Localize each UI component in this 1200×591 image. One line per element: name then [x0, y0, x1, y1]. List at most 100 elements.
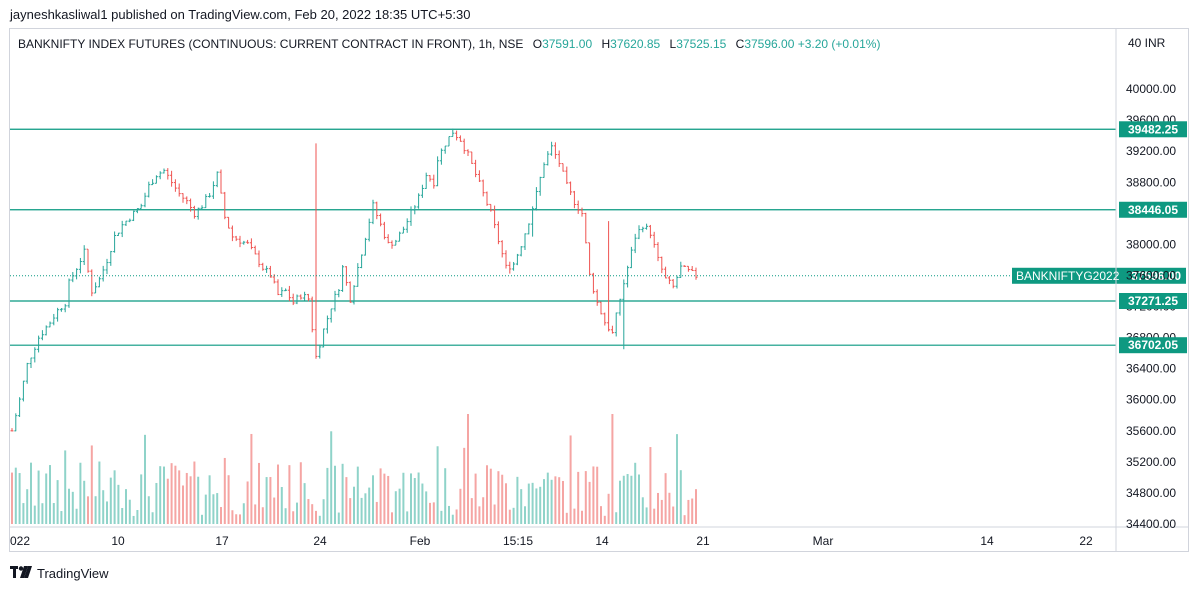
- volume-bar: [474, 473, 477, 524]
- volume-bar: [147, 496, 150, 524]
- volume-bar: [695, 489, 697, 524]
- volume-bar: [516, 476, 519, 524]
- volume-bar: [596, 466, 599, 524]
- volume-bar: [185, 472, 188, 524]
- volume-bar: [155, 482, 158, 524]
- legend-low-value: 37525.15: [676, 37, 727, 51]
- volume-bar: [307, 499, 310, 524]
- y-tick-label: 38000.00: [1126, 237, 1176, 251]
- volume-bar: [448, 505, 450, 524]
- volume-bar: [334, 465, 336, 524]
- volume-bar: [37, 470, 40, 524]
- volume-bar: [318, 515, 321, 524]
- volume-bar: [68, 488, 70, 524]
- volume-bar: [584, 471, 587, 524]
- volume-bar: [558, 477, 561, 524]
- volume-layer: [11, 414, 697, 524]
- volume-bar: [83, 480, 86, 524]
- volume-bar: [322, 499, 325, 524]
- volume-bar: [463, 447, 466, 524]
- volume-bar: [250, 433, 253, 524]
- volume-bar: [212, 494, 215, 524]
- volume-bar: [292, 511, 295, 524]
- level-price-tag: [1119, 201, 1187, 218]
- level-price-label: 38446.05: [1128, 203, 1178, 217]
- volume-bar: [170, 463, 173, 524]
- volume-bar: [326, 467, 329, 524]
- volume-bar: [14, 467, 17, 524]
- volume-bar: [125, 489, 127, 524]
- volume-bar: [577, 471, 580, 524]
- volume-bar: [49, 465, 51, 524]
- legend-high-value: 37620.85: [610, 37, 661, 51]
- volume-bar: [159, 466, 162, 524]
- volume-bar: [341, 463, 344, 524]
- volume-bar: [535, 488, 538, 524]
- x-tick-label: 022: [10, 534, 30, 548]
- volume-bar: [208, 475, 211, 524]
- volume-bar: [425, 491, 428, 524]
- volume-bar: [550, 479, 553, 524]
- volume-bar: [600, 506, 602, 524]
- volume-bar: [413, 478, 416, 524]
- x-tick-label: 14: [595, 534, 609, 548]
- volume-bar: [30, 462, 32, 524]
- volume-bar: [242, 503, 245, 524]
- volume-bar: [117, 484, 120, 524]
- x-tick-label: 21: [696, 534, 710, 548]
- published-by-text: jayneshkasliwal1 published on TradingVie…: [10, 7, 471, 22]
- volume-bar: [562, 480, 564, 524]
- volume-bar: [216, 493, 219, 524]
- volume-bar: [140, 474, 143, 524]
- volume-bar: [383, 473, 386, 524]
- chart-frame[interactable]: [9, 28, 1189, 552]
- tradingview-logo-icon: [10, 566, 32, 581]
- x-tick-label: Feb: [410, 534, 431, 548]
- level-labels-layer: 39482.25 38446.05 37271.25 36702.05: [1119, 121, 1187, 354]
- volume-bar: [603, 515, 606, 524]
- volume-bar: [261, 507, 264, 524]
- volume-bar: [387, 475, 390, 524]
- volume-bar: [56, 480, 59, 524]
- brand-name: TradingView: [37, 566, 109, 581]
- volume-bar: [113, 470, 116, 524]
- volume-bar: [520, 489, 523, 524]
- level-price-label: 37271.25: [1128, 294, 1178, 308]
- price-scale-currency[interactable]: 40 INR: [1128, 36, 1166, 50]
- volume-bar: [429, 502, 431, 524]
- volume-bar: [128, 499, 131, 524]
- volume-bar: [239, 514, 241, 524]
- volume-bar: [231, 510, 234, 524]
- volume-bar: [349, 498, 352, 524]
- volume-bar: [303, 483, 306, 524]
- volume-bar: [391, 512, 393, 524]
- volume-bar: [676, 434, 678, 524]
- y-tick-label: 38800.00: [1126, 175, 1176, 189]
- volume-bar: [379, 468, 382, 524]
- tradingview-logo[interactable]: TradingView: [10, 566, 109, 581]
- volume-bar: [664, 473, 667, 524]
- y-tick-label: 39200.00: [1126, 144, 1176, 158]
- volume-bar: [132, 515, 135, 524]
- level-price-tag: [1119, 337, 1187, 354]
- volume-bar: [501, 474, 504, 524]
- volume-bar: [619, 480, 621, 524]
- volume-bar: [440, 510, 443, 524]
- volume-bar: [166, 478, 169, 524]
- volume-bar: [410, 473, 412, 524]
- volume-bar: [41, 503, 44, 524]
- level-price-label: 39482.25: [1128, 122, 1178, 136]
- volume-bar: [489, 468, 492, 524]
- volume-bar: [527, 483, 530, 524]
- volume-bar: [197, 476, 200, 524]
- volume-bar: [524, 506, 526, 524]
- candles-layer: [10, 128, 698, 432]
- volume-bar: [569, 435, 572, 524]
- volume-bar: [394, 491, 397, 524]
- volume-bar: [246, 481, 249, 524]
- chart-legend: BANKNIFTY INDEX FUTURES (CONTINUOUS: CUR…: [18, 37, 880, 51]
- volume-bar: [573, 508, 576, 524]
- volume-bar: [691, 498, 694, 524]
- volume-bar: [467, 414, 469, 524]
